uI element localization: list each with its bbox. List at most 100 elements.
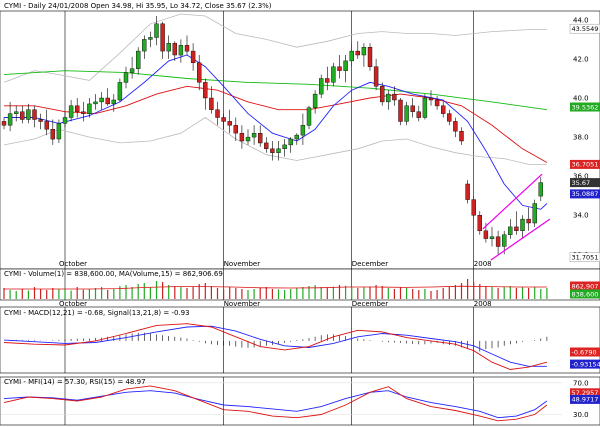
volume-bar bbox=[454, 285, 456, 299]
macd-badge-label: -0.6790 bbox=[572, 348, 597, 356]
candle-body bbox=[373, 66, 379, 87]
candle-body bbox=[178, 45, 184, 56]
candle-body bbox=[117, 82, 123, 101]
candle bbox=[489, 226, 495, 247]
volume-bar bbox=[113, 289, 115, 299]
volume-bar bbox=[143, 283, 145, 299]
candle bbox=[26, 103, 31, 124]
volume-bar bbox=[180, 287, 182, 299]
candle-body bbox=[428, 97, 434, 101]
candle-body bbox=[306, 107, 312, 126]
volume-bar bbox=[290, 289, 292, 299]
candle-body bbox=[258, 132, 263, 144]
candle-body bbox=[227, 121, 232, 126]
volume-bar bbox=[467, 279, 469, 299]
price-badge: 35.0887 bbox=[570, 189, 600, 199]
volume-bar bbox=[503, 287, 505, 299]
candle bbox=[520, 215, 525, 239]
price-badge-label: 43.5549 bbox=[572, 25, 599, 33]
candle bbox=[276, 141, 281, 161]
signal-badge: -0.93154 bbox=[570, 359, 600, 369]
candle bbox=[81, 101, 86, 122]
candle-body bbox=[392, 93, 397, 101]
volume-bar bbox=[70, 290, 72, 299]
candle-body bbox=[288, 138, 293, 146]
candle-body bbox=[270, 148, 275, 153]
candle-body bbox=[483, 230, 489, 239]
candle-body bbox=[81, 111, 86, 114]
candle bbox=[264, 137, 269, 153]
candle bbox=[355, 41, 360, 59]
candle bbox=[380, 82, 385, 106]
price-tick-label: 42.0 bbox=[573, 55, 589, 63]
mfi-badge-label: 57.2957 bbox=[572, 389, 599, 397]
candle-body bbox=[532, 203, 537, 224]
candle bbox=[538, 177, 543, 202]
candle bbox=[209, 86, 214, 114]
candle bbox=[459, 127, 464, 145]
candle-body bbox=[111, 99, 117, 105]
candle bbox=[123, 66, 129, 89]
candle-body bbox=[386, 93, 391, 103]
candle-body bbox=[38, 119, 43, 122]
price-badge-bg bbox=[570, 189, 600, 199]
volume-panel-frame bbox=[0, 268, 600, 301]
volume-bar bbox=[491, 287, 493, 299]
candle bbox=[93, 94, 98, 110]
volume-bar bbox=[192, 287, 194, 299]
candle-body bbox=[489, 236, 495, 239]
volume-bar bbox=[332, 286, 334, 299]
candle-body bbox=[239, 132, 245, 142]
volume-bar bbox=[540, 289, 542, 299]
candle bbox=[239, 125, 245, 149]
volume-ma-badge-label: 862,907 bbox=[572, 282, 599, 290]
signal-badge-label: -0.93154 bbox=[572, 360, 600, 368]
candle-body bbox=[221, 117, 226, 122]
candle-body bbox=[367, 47, 373, 67]
candle-body bbox=[32, 109, 37, 120]
candle bbox=[465, 180, 470, 204]
candle bbox=[7, 101, 13, 132]
candle-body bbox=[294, 134, 299, 140]
volume-bar bbox=[436, 290, 438, 299]
candle-body bbox=[477, 214, 482, 231]
volume-bar bbox=[534, 287, 536, 299]
volume-bar bbox=[412, 289, 414, 299]
mfi-badge: 57.2957 bbox=[570, 388, 600, 398]
candle-body bbox=[441, 105, 446, 114]
volume-bar bbox=[223, 289, 225, 299]
candle bbox=[221, 113, 226, 130]
volume-bar bbox=[46, 290, 48, 299]
volume-bar bbox=[442, 288, 444, 299]
candle bbox=[386, 90, 391, 110]
rsi-badge: 48.9717 bbox=[570, 394, 600, 404]
candle bbox=[373, 58, 379, 91]
volume-panel: CYMI - Volume(1) = 838,600.00, MA(Volume… bbox=[0, 268, 600, 308]
candle bbox=[428, 90, 434, 106]
candle bbox=[514, 211, 519, 235]
candle bbox=[13, 105, 19, 122]
candle-body bbox=[453, 121, 458, 132]
rsi-tick-label: 30.0 bbox=[573, 411, 589, 419]
volume-bar bbox=[320, 287, 322, 299]
volume-ma-line bbox=[4, 285, 547, 290]
macd-badge-bg bbox=[570, 347, 600, 357]
volume-bar bbox=[186, 288, 188, 299]
candle-body bbox=[434, 99, 440, 107]
candle-body bbox=[447, 113, 452, 122]
candle bbox=[105, 88, 110, 106]
price-tick-label: 44.0 bbox=[573, 16, 589, 24]
candle-body bbox=[502, 234, 507, 247]
price-badge-bg bbox=[570, 102, 600, 112]
candle-body bbox=[355, 50, 360, 56]
candle-body bbox=[404, 105, 409, 122]
volume-bar bbox=[521, 287, 524, 299]
candle bbox=[117, 78, 123, 102]
volume-bar bbox=[369, 286, 371, 299]
volume-bar bbox=[27, 290, 29, 299]
volume-bar bbox=[363, 287, 365, 299]
candle-body bbox=[361, 47, 367, 56]
macd-signal-line bbox=[3, 325, 547, 367]
month-label-december: December bbox=[352, 260, 388, 268]
volume-bar bbox=[302, 287, 304, 299]
